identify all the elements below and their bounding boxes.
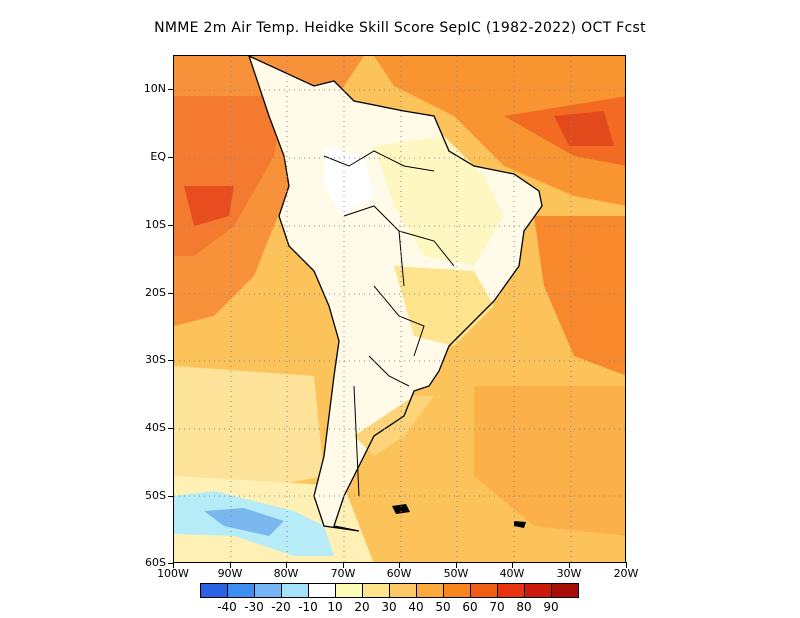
colorbar-swatch (443, 583, 471, 598)
colorbar-swatch (227, 583, 255, 598)
south-atlantic-tan (474, 386, 625, 536)
lat-tick (168, 563, 174, 564)
negative-skill-blue (204, 508, 284, 536)
colorbar-swatch (362, 583, 390, 598)
colorbar-label: 20 (354, 600, 370, 614)
map-panel (173, 55, 626, 563)
colorbar-swatch (335, 583, 363, 598)
colorbar-swatch (281, 583, 309, 598)
colorbar-swatch (551, 583, 579, 598)
lon-tick (286, 562, 287, 568)
lon-label: 80W (273, 567, 299, 580)
lat-label: EQ (150, 150, 166, 163)
colorbar-label: -20 (271, 600, 291, 614)
colorbar-swatch (524, 583, 552, 598)
lon-label: 20W (613, 567, 639, 580)
colorbar-label: 60 (462, 600, 478, 614)
lat-label: 30S (145, 353, 166, 366)
colorbar (200, 583, 579, 598)
lon-tick (399, 562, 400, 568)
amazon-pale-yellow (374, 136, 504, 266)
lat-label: 20S (145, 286, 166, 299)
lon-tick (626, 562, 627, 568)
colorbar-swatch (254, 583, 282, 598)
graticule (174, 56, 625, 562)
colorbar-label: 40 (408, 600, 424, 614)
colorbar-swatch (308, 583, 336, 598)
lon-tick (512, 562, 513, 568)
colorbar-label: 30 (381, 600, 397, 614)
lat-tick (168, 428, 174, 429)
colorbar-label: 80 (516, 600, 532, 614)
colorbar-label: -10 (298, 600, 318, 614)
lat-tick (168, 293, 174, 294)
lon-label: 90W (217, 567, 243, 580)
lat-label: 60S (145, 556, 166, 569)
south-atlantic-orange (534, 216, 625, 376)
lon-label: 70W (330, 567, 356, 580)
colorbar-label: 90 (543, 600, 559, 614)
colorbar-swatch (497, 583, 525, 598)
lat-tick (168, 360, 174, 361)
south-georgia-island (514, 521, 526, 528)
southeast-pacific-pale (174, 366, 324, 486)
colorbar-swatch (200, 583, 228, 598)
lon-tick (569, 562, 570, 568)
colorbar-label: 50 (435, 600, 451, 614)
lat-label: 50S (145, 489, 166, 502)
lat-tick (168, 225, 174, 226)
colorbar-swatch (416, 583, 444, 598)
falkland-islands (392, 504, 410, 514)
lon-label: 30W (556, 567, 582, 580)
atlantic-orange-region (374, 56, 625, 206)
lon-label: 100W (157, 567, 189, 580)
colorbar-label: 70 (489, 600, 505, 614)
lon-label: 40W (499, 567, 525, 580)
lat-label: 10S (145, 218, 166, 231)
colorbar-label: -40 (217, 600, 237, 614)
lat-label: 40S (145, 421, 166, 434)
colorbar-label: -30 (244, 600, 264, 614)
lat-tick (168, 157, 174, 158)
lon-label: 50W (443, 567, 469, 580)
skill-score-map (174, 56, 625, 562)
colorbar-swatch (470, 583, 498, 598)
lat-label: 10N (143, 82, 166, 95)
colorbar-swatch (389, 583, 417, 598)
argentina-tan (354, 396, 434, 456)
lon-tick (456, 562, 457, 568)
atlantic-red-spot (554, 111, 614, 146)
lat-tick (168, 496, 174, 497)
pacific-red-spot (184, 186, 234, 226)
country-borders (323, 150, 455, 497)
lon-label: 60W (386, 567, 412, 580)
lon-tick (343, 562, 344, 568)
lat-tick (168, 89, 174, 90)
lon-tick (230, 562, 231, 568)
map-title: NMME 2m Air Temp. Heidke Skill Score Sep… (154, 20, 646, 36)
andes-white (324, 146, 374, 216)
colorbar-label: 10 (327, 600, 343, 614)
lon-tick (173, 562, 174, 568)
